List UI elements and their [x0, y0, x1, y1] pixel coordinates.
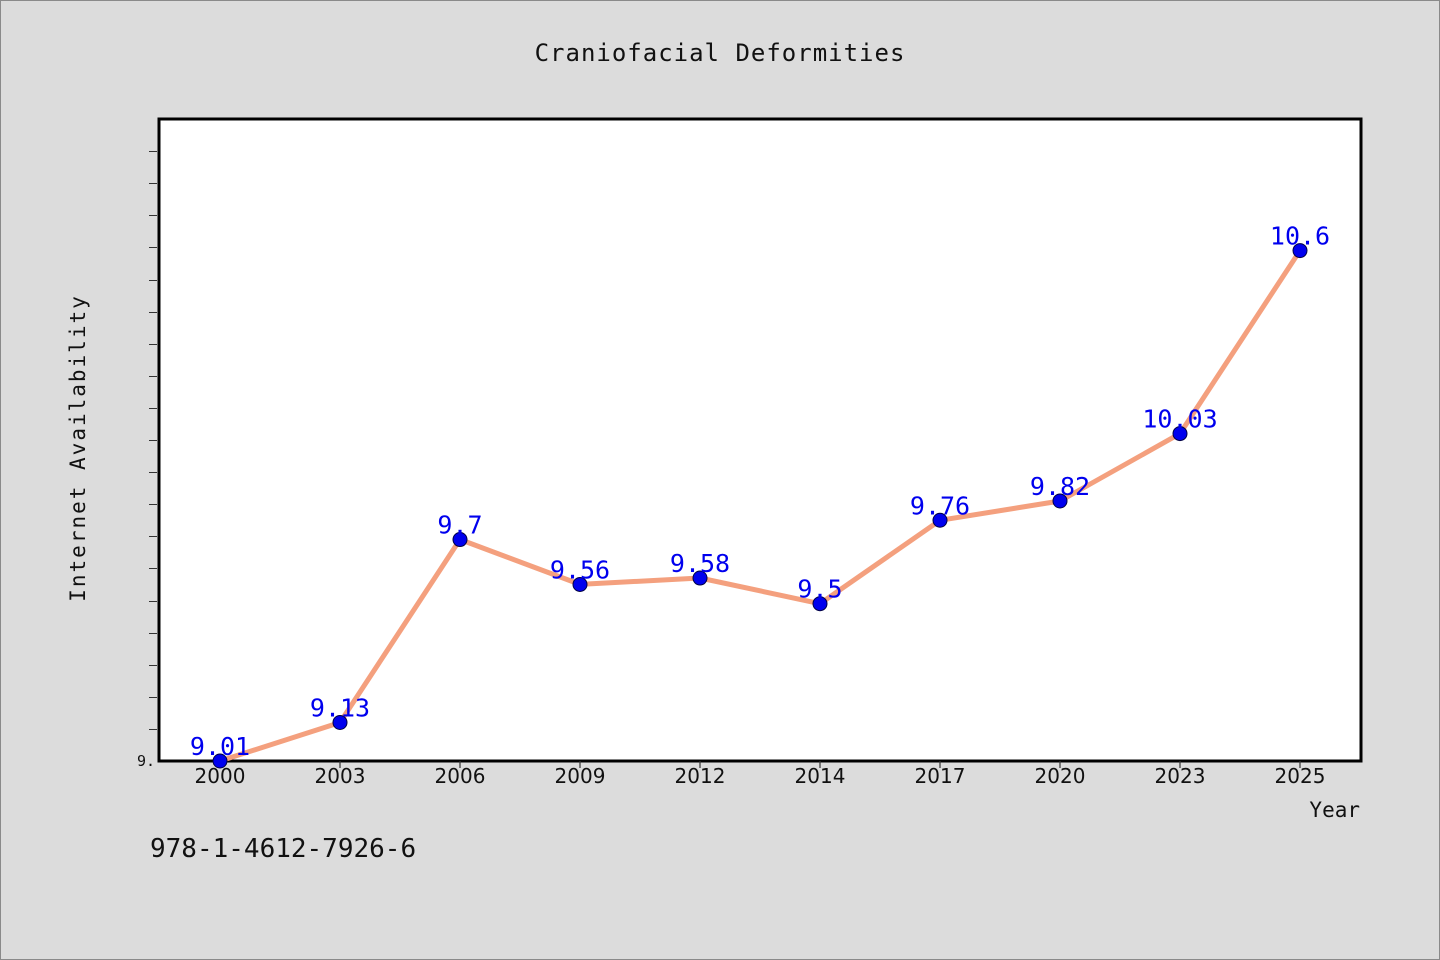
- data-labels: 9.01 9.13 9.7 9.56 9.58 9.5 9.76 9.82 10.03 10.6: [190, 222, 1330, 761]
- footer-code-text: 978-1-4612-7926-6: [150, 834, 417, 864]
- data-label: 9.5: [797, 575, 842, 604]
- data-label: 9.58: [670, 549, 730, 578]
- x-axis-tick-labels: 2000 2003 2006 2009 2012 2014 2017 2020 2023 2025: [195, 764, 1326, 788]
- y-tick-label: 9.: [137, 752, 155, 770]
- data-label: 9.82: [1030, 472, 1090, 501]
- data-point: [1292, 243, 1308, 259]
- plot-area: [157, 117, 1363, 763]
- x-tick-label: 2006: [435, 764, 486, 788]
- data-markers: [212, 243, 1308, 769]
- data-label: 10.6: [1270, 222, 1330, 251]
- y-axis-ticks: [149, 151, 157, 730]
- data-point: [1052, 493, 1068, 509]
- data-label: 9.01: [190, 732, 250, 761]
- x-tick-label: 2025: [1275, 764, 1326, 788]
- data-point: [932, 512, 948, 528]
- data-point: [572, 576, 588, 592]
- x-tick-label: 2014: [795, 764, 846, 788]
- data-label: 10.03: [1142, 405, 1217, 434]
- x-tick-label: 2009: [555, 764, 606, 788]
- x-axis-label: Year: [1309, 798, 1360, 822]
- x-tick-label: 2003: [315, 764, 366, 788]
- data-point: [332, 714, 348, 730]
- chart-title: Craniofacial Deformities: [535, 39, 906, 67]
- data-label: 9.13: [310, 693, 370, 722]
- y-axis-label: Internet Availability: [66, 294, 90, 602]
- data-point: [692, 570, 708, 586]
- x-tick-label: 2020: [1035, 764, 1086, 788]
- x-tick-label: 2017: [915, 764, 966, 788]
- x-tick-label: 2023: [1155, 764, 1206, 788]
- y-axis-tick-labels: 9.: [137, 752, 155, 770]
- data-label: 9.76: [910, 491, 970, 520]
- series-line: [217, 248, 1303, 764]
- data-point: [452, 532, 468, 548]
- data-point: [1172, 426, 1188, 442]
- data-point: [212, 753, 228, 769]
- data-label: 9.7: [437, 511, 482, 540]
- data-label: 9.56: [550, 555, 610, 584]
- data-point: [812, 596, 828, 612]
- x-tick-label: 2012: [675, 764, 726, 788]
